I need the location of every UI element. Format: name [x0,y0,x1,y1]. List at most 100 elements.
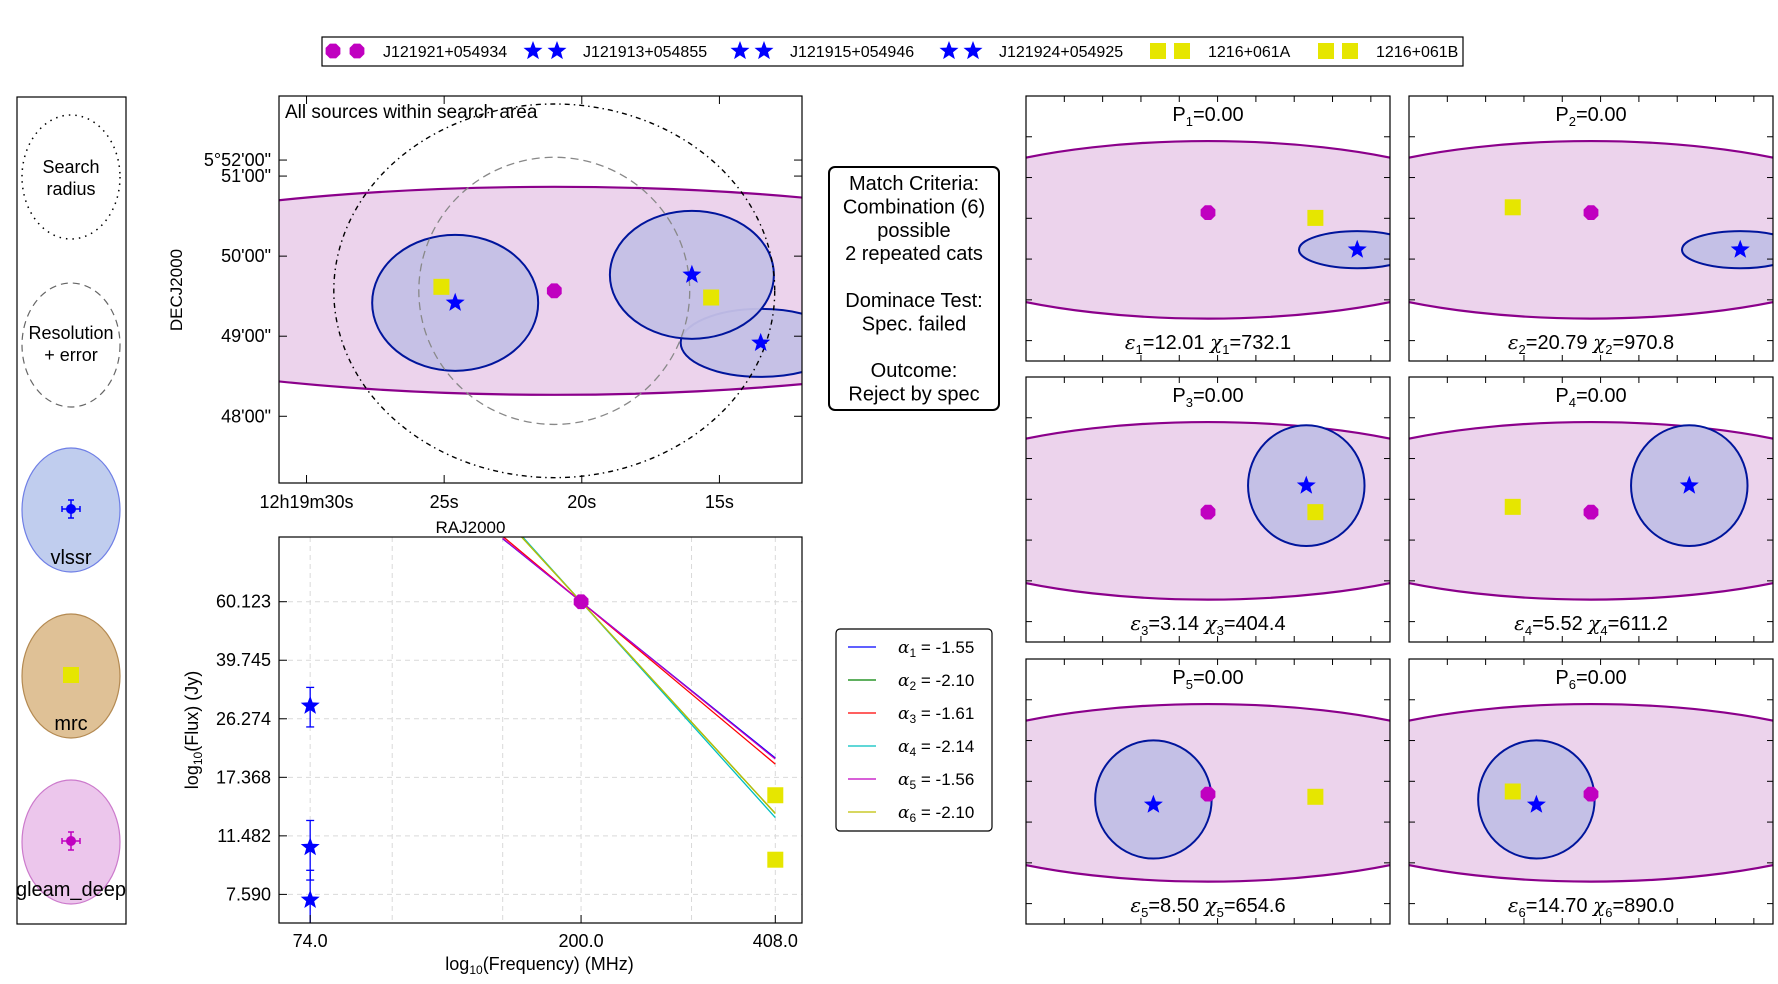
flux-point-star [300,695,320,714]
source-square [1307,209,1324,226]
gleam-ellipse [1026,139,1390,320]
fit-legend: α1 = -1.55 α2 = -2.10 α3 = -1.61 α4 = -2.14… [835,628,993,832]
search-radius-label: Search [42,157,99,177]
grid [279,537,802,923]
legend-marker-star [939,41,959,60]
fit-legend-label: α2 = -2.10 [898,671,974,693]
legend-label: J121924+054925 [999,44,1123,61]
fit-legend-label: α4 = -2.14 [898,737,974,759]
fit-legend-label: α5 = -1.56 [898,770,974,792]
legend-marker-hexagon [325,43,341,59]
combination-panel-4: P4=0.00 ε4=5.52 χ4=611.2 [1408,376,1774,643]
source-square [1307,504,1324,521]
spectrum-plot: 74.0 200.0 408.0 7.590 11.482 17.368 26.274 39.… [182,536,993,977]
match-criteria-line: Outcome: [871,360,958,382]
y-tick-label: 60.123 [216,592,271,612]
legend-marker-star [963,41,983,60]
catalogue-label: vlssr [50,547,91,569]
resolution-label: Resolution [28,323,113,343]
source-hexagon [1583,504,1599,520]
source-star [445,292,465,311]
y-tick-label: 48'00" [221,406,271,426]
search-radius-label: radius [46,179,95,199]
catalogue-marker-cross [61,499,81,519]
source-hexagon [1583,786,1599,802]
source-star [751,332,771,351]
catalogue-label: gleam_deep [16,879,126,901]
y-tick-label: 11.482 [217,826,271,846]
combination-panel-1: P1=0.00 ε1=12.01 χ1=732.1 [1025,95,1391,362]
vlssr-ellipse [1681,230,1773,270]
sky-plot-frame [278,95,803,484]
combination-area [1026,139,1390,320]
resolution-circle [418,156,691,426]
source-hexagon [1200,504,1216,520]
combination-frame [1408,376,1774,643]
top-legend-frame [321,36,1464,67]
y-tick-label: 39.745 [216,650,271,670]
match-criteria-frame [828,166,1000,411]
sky-plot: 12h19m30s 25s 20s 15s 5°52'00"51'00" 50'00" 49… [167,95,803,537]
source-hexagon [546,283,562,299]
legend-label: 1216+061B [1376,44,1458,61]
combination-probability: P6=0.00 [1555,667,1626,692]
combination-probability: P2=0.00 [1555,104,1626,129]
combination-probability: P1=0.00 [1172,104,1243,129]
combination-stats: ε4=5.52 χ4=611.2 [1514,611,1668,638]
legend-marker-square [1342,43,1358,59]
combination-stats: ε1=12.01 χ1=732.1 [1125,330,1291,357]
fit-line-3 [502,537,776,765]
flux-point-square [767,851,784,868]
y-tick-label: 26.274 [216,709,271,729]
source-square [703,289,720,306]
source-square [1307,788,1324,805]
y-tick-label: 17.368 [216,767,271,787]
combination-stats: ε3=3.14 χ3=404.4 [1130,611,1285,638]
x-tick-label: 20s [567,492,596,512]
gleam-ellipse [1409,139,1773,320]
sky-plot-xlabel: RAJ2000 [436,518,506,537]
source-square [1504,783,1521,800]
legend-marker-square [1150,43,1166,59]
combination-frame [1025,658,1391,925]
resolution-ellipse [21,282,121,408]
flux-point-star [300,889,320,908]
source-square [1504,199,1521,216]
legend-label: J121913+054855 [583,44,707,61]
combination-stats: ε5=8.50 χ5=654.6 [1130,893,1285,920]
catalogue-marker-square [63,667,79,683]
y-tick-label: 5°52'00" [204,150,271,170]
legend-label: J121921+054934 [383,44,507,61]
fit-line-5 [502,537,776,760]
x-tick-label: 74.0 [293,931,328,951]
source-star [1143,794,1163,813]
spectrum-ylabel: log10(Flux) (Jy) [182,671,205,789]
search-radius-ellipse [21,114,121,240]
source-square [433,278,450,295]
spectrum-xlabel: log10(Frequency) (MHz) [445,954,633,977]
x-tick-label: 25s [430,492,459,512]
combination-probability: P3=0.00 [1172,385,1243,410]
fit-legend-label: α6 = -2.10 [898,803,974,825]
source-hexagon [1583,205,1599,220]
fit-legend-label: α1 = -1.55 [898,638,974,660]
match-criteria-line: Dominace Test: [845,290,982,312]
source-hexagon [1200,205,1216,220]
combination-area [1026,702,1390,883]
x-tick-label: 15s [705,492,734,512]
legend-marker-star [730,41,750,60]
combination-frame [1408,658,1774,925]
combination-area [1409,139,1773,320]
source-square [1504,498,1521,515]
legend-marker-square [1174,43,1190,59]
spectrum-frame [278,536,803,924]
y-tick-label: 7.590 [226,884,271,904]
source-star [1347,239,1367,258]
match-criteria-line: Combination (6) [843,196,985,218]
legend-marker-star [754,41,774,60]
combination-panel-6: P6=0.00 ε6=14.70 χ6=890.0 [1408,658,1774,925]
match-criteria-line: 2 repeated cats [845,243,983,265]
combination-frame [1025,95,1391,362]
source-star [1679,475,1699,494]
